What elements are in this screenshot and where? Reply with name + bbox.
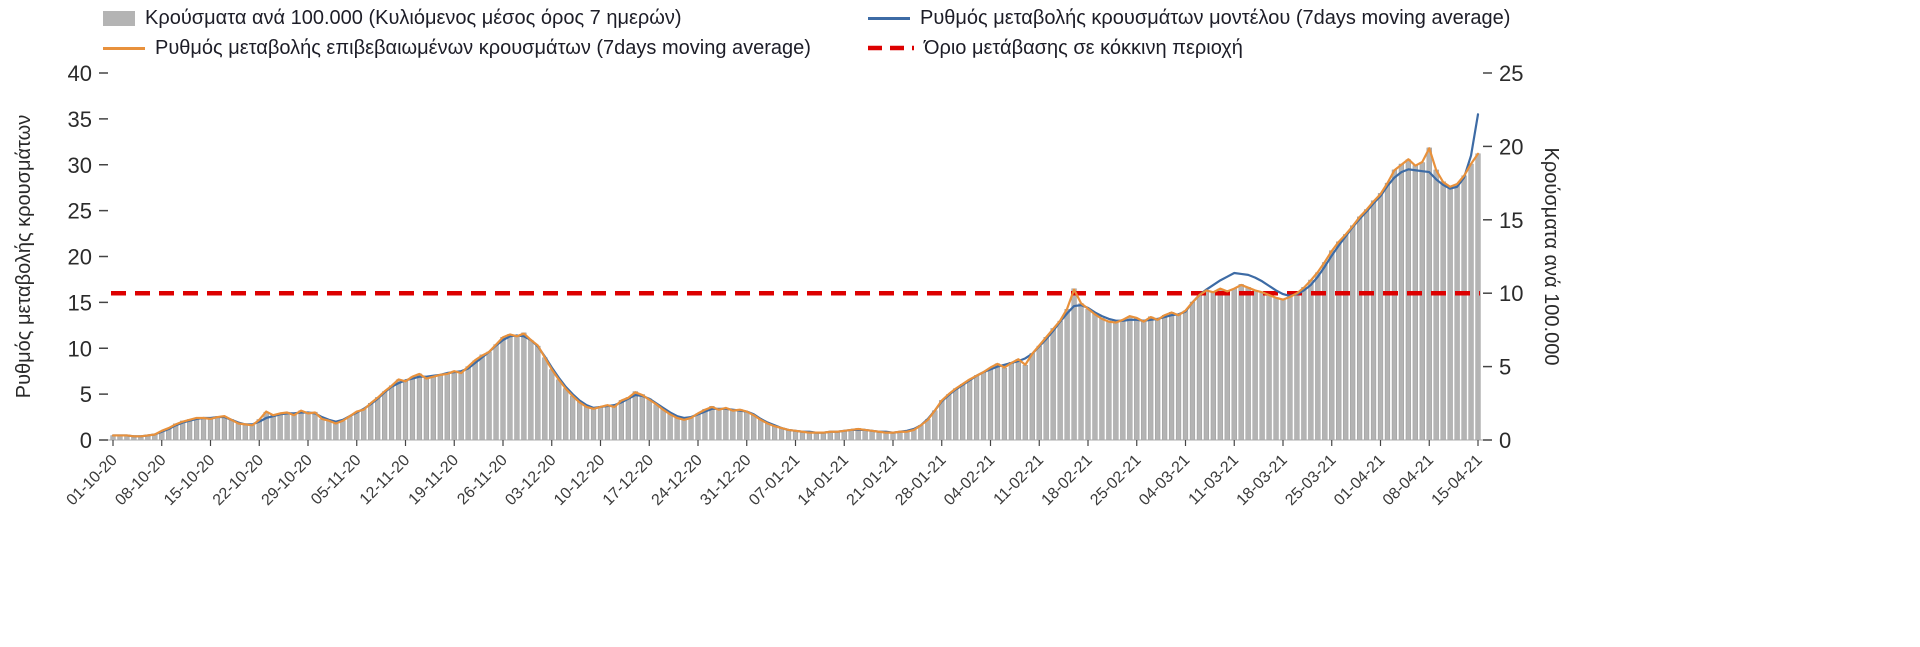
svg-text:21-01-21: 21-01-21 [844, 452, 901, 509]
svg-text:15: 15 [1499, 208, 1523, 233]
svg-text:5: 5 [80, 382, 92, 407]
svg-text:22-10-20: 22-10-20 [210, 452, 267, 509]
svg-text:10: 10 [68, 336, 92, 361]
svg-text:18-02-21: 18-02-21 [1039, 452, 1096, 509]
svg-text:30: 30 [68, 153, 92, 178]
svg-text:20: 20 [1499, 134, 1523, 159]
model-line-swatch-icon [868, 16, 910, 20]
bars-swatch-icon [103, 10, 135, 26]
svg-text:25: 25 [68, 199, 92, 224]
confirmed-line-swatch-icon [103, 46, 145, 50]
legend-label-model-rate: Ρυθμός μεταβολής κρουσμάτων μοντέλου (7d… [920, 7, 1511, 29]
legend-item-model-rate: Ρυθμός μεταβολής κρουσμάτων μοντέλου (7d… [868, 8, 1510, 28]
svg-text:29-10-20: 29-10-20 [259, 452, 316, 509]
svg-text:25: 25 [1499, 61, 1523, 86]
svg-text:25-03-21: 25-03-21 [1282, 452, 1339, 509]
legend-label-confirmed-rate: Ρυθμός μεταβολής επιβεβαιωμένων κρουσμάτ… [155, 37, 811, 59]
svg-text:15-04-21: 15-04-21 [1429, 452, 1486, 509]
svg-text:Ρυθμός μεταβολής κρουσμάτων: Ρυθμός μεταβολής κρουσμάτων [13, 115, 35, 399]
svg-text:15-10-20: 15-10-20 [161, 452, 218, 509]
svg-text:24-12-20: 24-12-20 [649, 452, 706, 509]
svg-text:03-12-20: 03-12-20 [502, 452, 559, 509]
svg-text:01-04-21: 01-04-21 [1331, 452, 1388, 509]
svg-text:15: 15 [68, 290, 92, 315]
svg-text:35: 35 [68, 107, 92, 132]
legend-label-cases-per-100k: Κρούσματα ανά 100.000 (Κυλιόμενος μέσος … [145, 7, 682, 29]
threshold-dashed-swatch-icon [868, 45, 914, 51]
svg-text:11-02-21: 11-02-21 [991, 452, 1048, 509]
svg-text:40: 40 [68, 61, 92, 86]
svg-text:08-10-20: 08-10-20 [112, 452, 169, 509]
svg-text:07-01-21: 07-01-21 [746, 452, 803, 509]
svg-text:18-03-21: 18-03-21 [1234, 452, 1291, 509]
svg-text:0: 0 [1499, 428, 1511, 453]
legend-item-cases-per-100k: Κρούσματα ανά 100.000 (Κυλιόμενος μέσος … [103, 8, 682, 28]
svg-text:20: 20 [68, 245, 92, 270]
legend-label-red-zone-threshold: Όριο μετάβασης σε κόκκινη περιοχή [924, 37, 1243, 59]
svg-text:Κρούσματα ανά 100.000: Κρούσματα ανά 100.000 [1540, 148, 1562, 366]
svg-text:26-11-20: 26-11-20 [454, 452, 511, 509]
legend-item-confirmed-rate: Ρυθμός μεταβολής επιβεβαιωμένων κρουσμάτ… [103, 38, 811, 58]
svg-text:04-02-21: 04-02-21 [941, 452, 998, 509]
svg-text:08-04-21: 08-04-21 [1380, 452, 1437, 509]
svg-text:10-12-20: 10-12-20 [551, 452, 608, 509]
svg-text:14-01-21: 14-01-21 [795, 452, 852, 509]
svg-text:19-11-20: 19-11-20 [406, 452, 463, 509]
svg-text:04-03-21: 04-03-21 [1136, 452, 1193, 509]
svg-text:01-10-20: 01-10-20 [64, 452, 121, 509]
svg-text:11-03-21: 11-03-21 [1186, 452, 1243, 509]
legend-item-red-zone-threshold: Όριο μετάβασης σε κόκκινη περιοχή [868, 38, 1243, 58]
svg-text:28-01-21: 28-01-21 [892, 452, 949, 509]
svg-text:17-12-20: 17-12-20 [600, 452, 657, 509]
svg-text:12-11-20: 12-11-20 [357, 452, 414, 509]
svg-text:0: 0 [80, 428, 92, 453]
svg-text:10: 10 [1499, 281, 1523, 306]
svg-text:5: 5 [1499, 355, 1511, 380]
svg-text:31-12-20: 31-12-20 [697, 452, 754, 509]
svg-text:25-02-21: 25-02-21 [1087, 452, 1144, 509]
svg-text:05-11-20: 05-11-20 [308, 452, 365, 509]
